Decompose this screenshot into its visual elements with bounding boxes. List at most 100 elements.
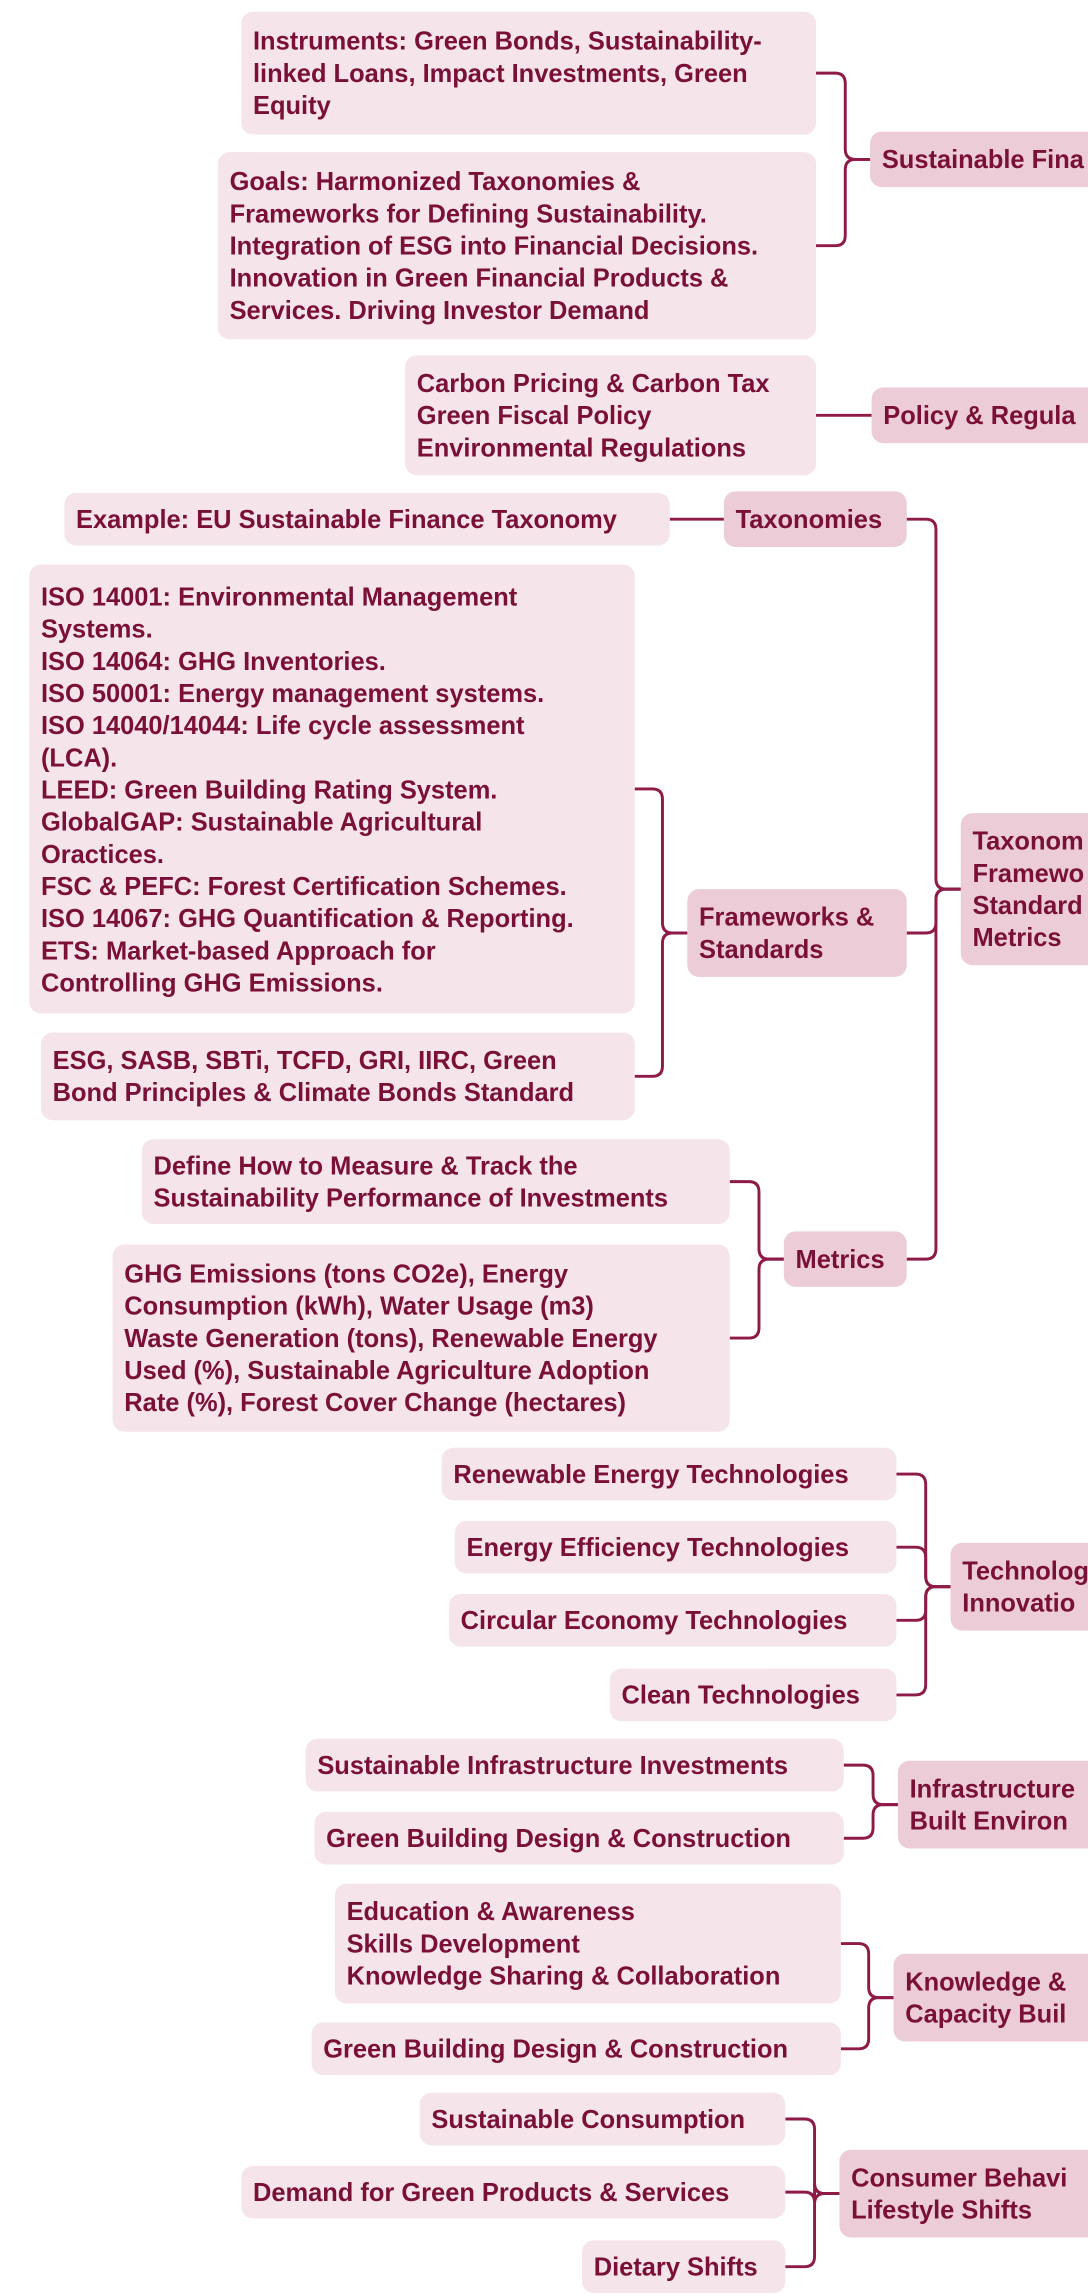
- connector: [816, 157, 871, 248]
- connector: [906, 517, 961, 891]
- connector: [729, 1180, 784, 1261]
- connector: [896, 1585, 951, 1622]
- node-text: Carbon Pricing & Carbon Tax: [416, 368, 770, 398]
- node-text: ISO 14040/14044: Life cycle assessment: [40, 709, 525, 740]
- node-text: Bond Principles & Climate Bonds Standard: [52, 1077, 575, 1108]
- leaf-node: Clean Technologies: [609, 1668, 897, 1722]
- connector: [634, 787, 688, 935]
- node-text: Integration of ESG into Financial Decisi…: [229, 231, 759, 261]
- node-text: Renewable Energy Technologies: [453, 1459, 849, 1489]
- node-text: Metrics: [972, 922, 1062, 953]
- node-text: Sustainability Performance of Investment…: [153, 1183, 668, 1213]
- node-text: Used (%), Sustainable Agriculture Adopti…: [124, 1355, 650, 1385]
- node-text: Skills Development: [346, 1928, 580, 1959]
- node-text: ISO 50001: Energy management systems.: [40, 677, 545, 708]
- connector: [785, 2192, 840, 2269]
- connector: [896, 1545, 951, 1589]
- node-text: Innovatio: [962, 1588, 1076, 1618]
- connector: [896, 1585, 951, 1697]
- node-text: Circular Economy Technologies: [460, 1605, 848, 1635]
- node-text: Green Building Design & Construction: [326, 1823, 791, 1853]
- connector: [816, 71, 871, 161]
- node-text: Instruments: Green Bonds, Sustainability…: [252, 26, 762, 56]
- branch-node: Frameworks & Standards: [687, 889, 907, 977]
- leaf-node: Dietary Shifts: [582, 2240, 786, 2294]
- connector: [906, 887, 961, 935]
- connector: [785, 2117, 840, 2196]
- node-text: Demand for Green Products & Services: [252, 2177, 730, 2207]
- leaf-node: ESG, SASB, SBTi, TCFD, GRI, IIRC, Green B…: [40, 1032, 635, 1121]
- node-text: Taxonom: [972, 826, 1084, 856]
- branch-node: Sustainable Fina: [870, 131, 1088, 188]
- branch-node: Taxonom Framewo Standard Metrics: [960, 813, 1088, 966]
- leaf-node: Carbon Pricing & Carbon Tax Green Fiscal …: [405, 355, 817, 476]
- leaf-node: Renewable Energy Technologies: [441, 1447, 897, 1501]
- node-text: Innovation in Green Financial Products &: [229, 263, 729, 293]
- leaf-node: Sustainable Infrastructure Investments: [305, 1738, 844, 1792]
- node-text: LEED: Green Building Rating System.: [40, 774, 498, 804]
- node-text: GHG Emissions (tons CO2e), Energy: [124, 1259, 569, 1289]
- node-text: Frameworks &: [699, 902, 875, 932]
- node-text: Framewo: [972, 858, 1085, 888]
- connector: [840, 1942, 894, 2000]
- node-text: Rate (%), Forest Cover Change (hectares): [124, 1387, 627, 1418]
- node-text: Equity: [252, 90, 331, 120]
- node-text: Consumer Behavi: [851, 2162, 1068, 2193]
- node-text: Metrics: [795, 1244, 885, 1274]
- node-text: Knowledge Sharing & Collaboration: [346, 1961, 781, 1991]
- node-text: Systems.: [40, 613, 153, 643]
- leaf-node: ISO 14001: Environmental Management Syste…: [29, 564, 635, 1014]
- node-text: Built Environ: [909, 1806, 1068, 1836]
- leaf-node: Green Building Design & Construction: [311, 2022, 841, 2076]
- node-text: Dietary Shifts: [593, 2252, 758, 2282]
- connector: [840, 1996, 894, 2051]
- node-text: linked Loans, Impact Investments, Green: [252, 58, 748, 88]
- node-text: Controlling GHG Emissions.: [40, 967, 383, 997]
- leaf-node: Education & Awareness Skills Development K…: [334, 1883, 841, 2004]
- node-text: Sustainable Fina: [881, 144, 1084, 175]
- node-text: Education & Awareness: [346, 1896, 635, 1926]
- branch-node: Consumer Behavi Lifestyle Shifts: [839, 2149, 1088, 2238]
- leaf-node: Define How to Measure & Track the Sustain…: [141, 1139, 730, 1225]
- node-text: Standard: [972, 890, 1083, 920]
- node-text: ISO 14067: GHG Quantification & Reportin…: [40, 903, 574, 933]
- leaf-node: Energy Efficiency Technologies: [454, 1520, 897, 1574]
- node-text: Energy Efficiency Technologies: [466, 1532, 850, 1562]
- node-text: Policy & Regula: [883, 400, 1076, 430]
- node-text: ISO 14064: GHG Inventories.: [40, 645, 386, 675]
- branch-node: Taxonomies: [723, 491, 907, 547]
- node-text: Environmental Regulations: [416, 432, 747, 463]
- node-text: Lifestyle Shifts: [851, 2195, 1033, 2225]
- branch-node: Technolog Innovatio: [950, 1542, 1088, 1631]
- connector: [906, 887, 961, 1261]
- node-text: ETS: Market-based Approach for: [40, 935, 436, 965]
- branch-node: Knowledge & Capacity Buil: [893, 1953, 1088, 2042]
- node-text: Infrastructure: [909, 1773, 1075, 1804]
- node-text: Clean Technologies: [621, 1680, 860, 1710]
- node-text: Goals: Harmonized Taxonomies &: [229, 166, 641, 196]
- connector: [634, 931, 688, 1078]
- node-text: Oractices.: [40, 838, 164, 868]
- leaf-node: Example: EU Sustainable Finance Taxonomy: [64, 492, 670, 546]
- node-text: Technolog: [962, 1555, 1088, 1586]
- node-text: Taxonomies: [735, 504, 883, 534]
- leaf-node: Instruments: Green Bonds, Sustainability…: [241, 11, 817, 135]
- node-text: Green Building Design & Construction: [323, 2034, 789, 2064]
- node-text: Example: EU Sustainable Finance Taxonomy: [76, 504, 617, 534]
- leaf-node: Goals: Harmonized Taxonomies & Frameworks…: [217, 152, 817, 340]
- node-text: Green Fiscal Policy: [416, 400, 652, 430]
- leaf-node: Circular Economy Technologies: [448, 1594, 897, 1647]
- node-text: ESG, SASB, SBTi, TCFD, GRI, IIRC, Green: [52, 1045, 557, 1075]
- branch-node: Metrics: [783, 1231, 907, 1287]
- node-text: Services. Driving Investor Demand: [229, 295, 650, 325]
- node-text: GlobalGAP: Sustainable Agricultural: [40, 806, 483, 836]
- node-text: (LCA).: [40, 742, 118, 772]
- leaf-node: Demand for Green Products & Services: [241, 2165, 786, 2219]
- node-text: Sustainable Consumption: [431, 2104, 746, 2134]
- connector: [843, 1763, 898, 1807]
- node-text: Consumption (kWh), Water Usage (m3): [124, 1291, 594, 1321]
- leaf-node: Sustainable Consumption: [419, 2092, 786, 2146]
